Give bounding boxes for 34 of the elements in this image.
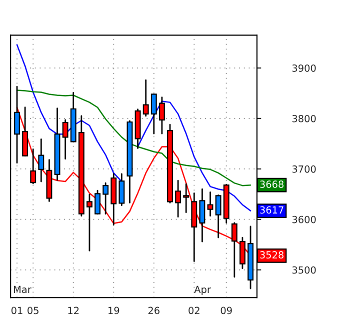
candlestick	[142, 79, 149, 117]
candlestick	[118, 173, 125, 206]
candlestick	[183, 183, 190, 214]
data-label: 3617	[260, 206, 284, 214]
candlestick	[199, 188, 206, 242]
x-tick-label: 12	[68, 306, 79, 314]
y-tick-label: 3700	[292, 165, 316, 173]
x-tick-label: 19	[108, 306, 120, 314]
candlestick	[62, 119, 68, 160]
data-label: 3668	[260, 180, 284, 188]
candlestick	[175, 180, 182, 218]
x-tick-label: 26	[148, 306, 160, 314]
candlestick	[150, 94, 157, 134]
candlestick	[207, 191, 214, 217]
y-tick-label: 3500	[292, 266, 316, 274]
data-label: 3528	[260, 251, 284, 259]
candlestick	[215, 194, 222, 238]
annotation: Apr	[194, 286, 211, 295]
candlestick	[30, 148, 36, 184]
x-tick-label: 09	[220, 306, 232, 314]
candlestick	[158, 96, 165, 134]
candlestick	[86, 194, 92, 252]
annotation: Mar	[14, 286, 32, 294]
candlestick	[38, 138, 44, 182]
y-tick-label: 3800	[292, 114, 316, 122]
y-tick-label: 3900	[292, 64, 316, 72]
candlestick	[94, 190, 100, 215]
x-tick-label: 05	[28, 306, 38, 314]
y-tick-label: 3600	[292, 216, 316, 224]
candlestick	[14, 86, 20, 164]
x-tick-label: 01	[11, 306, 22, 314]
line-series	[16, 90, 252, 186]
x-tick-label: 02	[188, 306, 200, 314]
candlestick	[102, 182, 109, 215]
